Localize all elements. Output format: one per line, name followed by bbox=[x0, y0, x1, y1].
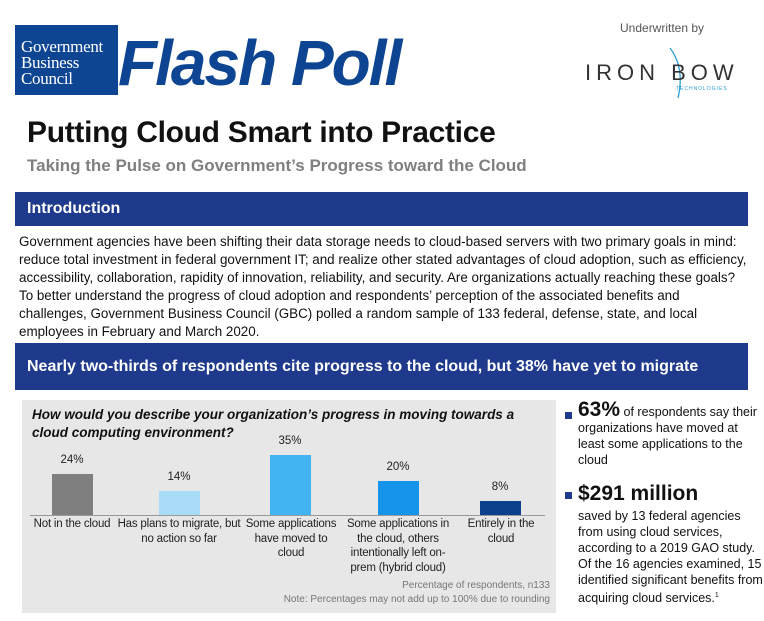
data-label: 35% bbox=[278, 435, 302, 447]
category-label: Some applications in the cloud, others i… bbox=[346, 518, 450, 574]
data-label: 14% bbox=[167, 471, 191, 483]
stat-1: 63% of respondents say their organizatio… bbox=[578, 399, 763, 468]
chart-note-sample: Percentage of respondents, n133 bbox=[402, 580, 550, 591]
category-label: Not in the cloud bbox=[33, 518, 111, 530]
footnote-ref: 1 bbox=[714, 592, 719, 599]
sponsor-logo: IRON BOW bbox=[585, 60, 739, 85]
underwritten-by: Underwritten by bbox=[620, 21, 705, 35]
flash-poll-logo: Flash Poll bbox=[118, 27, 402, 99]
logo-line: Government bbox=[21, 37, 103, 56]
data-label: 8% bbox=[491, 481, 509, 494]
page-title: Putting Cloud Smart into Practice bbox=[27, 116, 496, 149]
bar-chart: How would you describe your organization… bbox=[22, 400, 556, 613]
iron-bow-swoosh-icon bbox=[669, 48, 681, 98]
bullet-icon bbox=[565, 492, 572, 499]
stat-2-value: $291 million bbox=[578, 482, 699, 505]
stat-2-text: saved by 13 federal agencies from using … bbox=[578, 509, 763, 606]
chart-note-rounding: Note: Percentages may not add up to 100%… bbox=[283, 594, 550, 605]
intro-heading: Introduction bbox=[15, 192, 748, 226]
bar bbox=[270, 455, 311, 515]
bar bbox=[52, 473, 93, 515]
data-label: 24% bbox=[60, 453, 84, 466]
data-label: 20% bbox=[386, 460, 410, 473]
stat-1-value: 63% bbox=[578, 398, 621, 421]
section-heading: Nearly two-thirds of respondents cite pr… bbox=[15, 343, 748, 390]
category-label: Has plans to migrate, but no action so f… bbox=[117, 518, 241, 545]
page-subtitle: Taking the Pulse on Government’s Progres… bbox=[27, 156, 527, 175]
bar bbox=[378, 480, 419, 515]
bar bbox=[480, 501, 521, 515]
logo-line: Business bbox=[21, 53, 80, 72]
bar bbox=[159, 491, 200, 515]
gbc-logo: Government Business Council bbox=[15, 25, 118, 95]
x-axis-line bbox=[30, 515, 545, 516]
sponsor-sub: TECHNOLOGIES bbox=[676, 86, 728, 92]
logo-line: Council bbox=[21, 69, 73, 88]
bullet-icon bbox=[565, 412, 572, 419]
category-label: Some applications have moved to cloud bbox=[245, 518, 337, 559]
category-label: Entirely in the cloud bbox=[467, 518, 535, 545]
intro-text: Government agencies have been shifting t… bbox=[19, 234, 747, 339]
stat-1-text: of respondents say their organizations h… bbox=[578, 405, 757, 467]
stat-2: $291 million saved by 13 federal agencie… bbox=[578, 482, 763, 606]
chart-title: How would you describe your organization… bbox=[32, 407, 515, 440]
